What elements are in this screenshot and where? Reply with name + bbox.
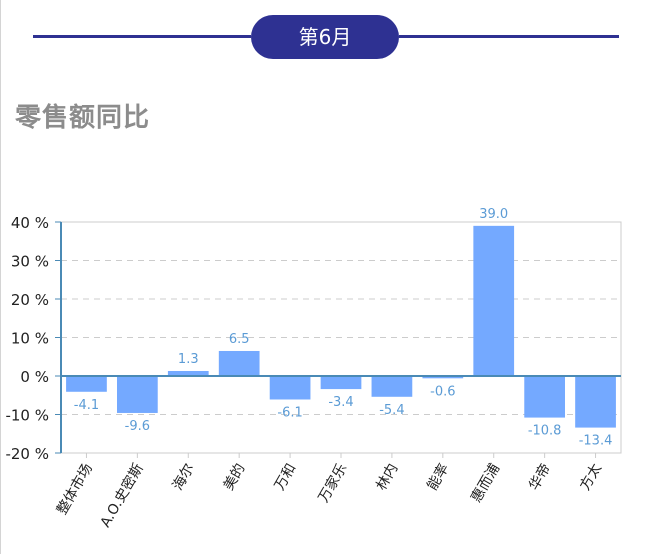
bar bbox=[117, 376, 158, 413]
y-tick-label: -20 % bbox=[5, 445, 49, 463]
data-label: 39.0 bbox=[479, 207, 508, 222]
category-label: 方太 bbox=[577, 461, 605, 493]
bar bbox=[473, 225, 515, 376]
bar bbox=[371, 376, 413, 397]
category-label: A.O.史密斯 bbox=[97, 461, 147, 531]
category-label: 整体市场 bbox=[53, 461, 96, 518]
data-label: -13.4 bbox=[579, 434, 613, 449]
bar bbox=[218, 350, 260, 376]
bar bbox=[167, 370, 209, 376]
bar bbox=[575, 376, 616, 428]
header-rule-left bbox=[33, 35, 251, 38]
bar bbox=[269, 376, 311, 400]
data-label: 1.3 bbox=[178, 352, 199, 367]
category-label: 林内 bbox=[374, 461, 402, 493]
section-title: 零售额同比 bbox=[15, 103, 151, 133]
y-tick-label: 20 % bbox=[11, 291, 49, 309]
data-label: -3.4 bbox=[328, 395, 353, 410]
category-label: 惠而浦 bbox=[468, 461, 503, 505]
data-label: 6.5 bbox=[229, 332, 250, 347]
y-tick-label: 30 % bbox=[11, 253, 49, 271]
header-rule-right bbox=[399, 35, 619, 38]
y-tick-label: 40 % bbox=[11, 214, 49, 232]
category-label: 美的 bbox=[221, 461, 249, 493]
y-tick-label: 0 % bbox=[20, 368, 49, 386]
bar bbox=[422, 376, 464, 379]
data-label: -10.8 bbox=[528, 424, 562, 439]
page-left-border bbox=[0, 0, 1, 554]
y-tick-label: 10 % bbox=[11, 330, 49, 348]
data-label: -0.6 bbox=[430, 384, 455, 399]
category-label: 能率 bbox=[424, 461, 453, 494]
bar bbox=[320, 376, 362, 390]
category-label: 万家乐 bbox=[315, 461, 351, 506]
data-label: -6.1 bbox=[277, 405, 302, 420]
y-tick-label: -10 % bbox=[5, 407, 49, 425]
data-label: -5.4 bbox=[379, 403, 404, 418]
category-label: 万和 bbox=[272, 461, 300, 493]
bar bbox=[66, 376, 107, 392]
data-label: -9.6 bbox=[125, 419, 150, 434]
category-label: 海尔 bbox=[170, 461, 198, 493]
bar bbox=[524, 376, 565, 418]
category-label: 华帝 bbox=[526, 461, 554, 493]
month-badge[interactable]: 第6月 bbox=[251, 15, 399, 59]
data-label: -4.1 bbox=[74, 398, 99, 413]
